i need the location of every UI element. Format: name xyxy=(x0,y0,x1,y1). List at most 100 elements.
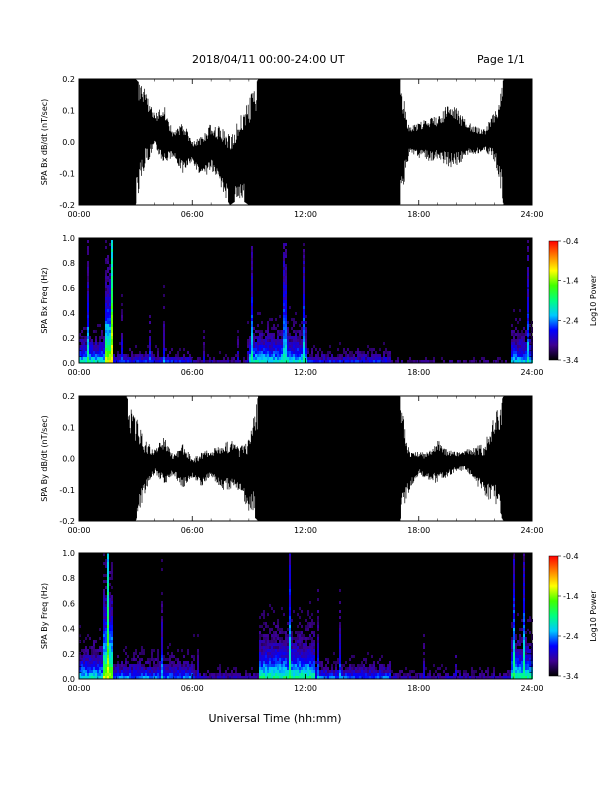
spectrogram-cell xyxy=(485,676,487,679)
spectrogram-cell xyxy=(365,667,367,670)
spectrogram-cell xyxy=(411,670,413,673)
spectrogram-cell xyxy=(337,348,339,351)
spectrogram-cell xyxy=(389,670,391,673)
spectrogram-cell xyxy=(175,357,177,360)
spectrogram-cell xyxy=(433,676,435,679)
spectrogram-cell xyxy=(123,357,125,360)
spectrogram-cell xyxy=(279,357,281,360)
spectrogram-cell xyxy=(279,330,281,333)
spectrogram-cell xyxy=(389,360,391,363)
spectrogram-cell xyxy=(281,607,283,610)
spectrogram-cell xyxy=(191,661,193,664)
spectrogram-cell xyxy=(313,360,315,363)
spectrogram-cell xyxy=(79,351,81,354)
spectrogram-cell xyxy=(273,643,275,646)
spectrogram-cell xyxy=(271,342,273,345)
spectrogram-cell xyxy=(491,676,493,679)
spectrogram-cell xyxy=(127,357,129,360)
spectrogram-cell xyxy=(289,595,291,598)
spectrogram-cell xyxy=(251,333,253,336)
spectrogram-cell xyxy=(109,652,111,655)
colorbar-tick-label: -2.4 xyxy=(563,316,579,325)
spectrogram-cell xyxy=(287,333,289,336)
spectrogram-cell xyxy=(183,667,185,670)
spectrogram-cell xyxy=(133,360,135,363)
spectrogram-cell xyxy=(357,351,359,354)
spectrogram-cell xyxy=(261,667,263,670)
spectrogram-cell xyxy=(409,676,411,679)
spectrogram-cell xyxy=(257,345,259,348)
spectrogram-cell xyxy=(319,661,321,664)
spectrogram-cell xyxy=(351,360,353,363)
spectrogram-cell xyxy=(247,357,249,360)
spectrogram-cell xyxy=(93,655,95,658)
spectrogram-cell xyxy=(515,670,517,673)
spectrogram-cell xyxy=(289,553,291,556)
spectrogram-cell xyxy=(527,360,529,363)
spectrogram-cell xyxy=(205,360,207,363)
spectrogram-cell xyxy=(105,643,107,646)
spectrogram-cell xyxy=(291,354,293,357)
spectrogram-cell xyxy=(107,655,109,658)
spectrogram-cell xyxy=(391,670,393,673)
spectrogram-cell xyxy=(291,655,293,658)
spectrogram-cell xyxy=(129,667,131,670)
x-tick-label: 24:00 xyxy=(520,526,543,535)
spectrogram-cell xyxy=(513,553,515,556)
spectrogram-cell xyxy=(247,673,249,676)
spectrogram-cell xyxy=(163,294,165,297)
spectrogram-cell xyxy=(87,357,89,360)
spectrogram-cell xyxy=(337,661,339,664)
spectrogram-cell xyxy=(523,670,525,673)
spectrogram-cell xyxy=(389,664,391,667)
spectrogram-cell xyxy=(159,667,161,670)
spectrogram-cell xyxy=(267,664,269,667)
spectrogram-cell xyxy=(259,345,261,348)
spectrogram-cell xyxy=(293,330,295,333)
spectrogram-cell xyxy=(507,673,509,676)
spectrogram-cell xyxy=(103,348,105,351)
spectrogram-cell xyxy=(313,670,315,673)
spectrogram-cell xyxy=(281,357,283,360)
spectrogram-cell xyxy=(175,670,177,673)
spectrogram-cell xyxy=(327,357,329,360)
spectrogram-cell xyxy=(275,637,277,640)
spectrogram-cell xyxy=(479,676,481,679)
spectrogram-cell xyxy=(423,643,425,646)
spectrogram-cell xyxy=(515,354,517,357)
spectrogram-cell xyxy=(319,357,321,360)
spectrogram-cell xyxy=(273,661,275,664)
spectrogram-cell xyxy=(147,676,149,679)
spectrogram-cell xyxy=(109,643,111,646)
spectrogram-cell xyxy=(257,342,259,345)
spectrogram-cell xyxy=(147,670,149,673)
spectrogram-cell xyxy=(517,357,519,360)
spectrogram-cell xyxy=(95,667,97,670)
spectrogram-cell xyxy=(523,360,525,363)
spectrogram-cell xyxy=(105,270,107,273)
spectrogram-cell xyxy=(267,652,269,655)
spectrogram-cell xyxy=(259,360,261,363)
spectrogram-cell xyxy=(105,670,107,673)
spectrogram-cell xyxy=(245,670,247,673)
spectrogram-cell xyxy=(529,357,531,360)
spectrogram-cell xyxy=(285,637,287,640)
spectrogram-cell xyxy=(423,670,425,673)
spectrogram-cell xyxy=(281,342,283,345)
spectrogram-cell xyxy=(109,655,111,658)
spectrogram-cell xyxy=(525,360,527,363)
spectrogram-cell xyxy=(513,571,515,574)
spectrogram-cell xyxy=(269,664,271,667)
spectrogram-cell xyxy=(81,345,83,348)
spectrogram-cell xyxy=(79,676,81,679)
spectrogram-cell xyxy=(265,360,267,363)
spectrogram-cell xyxy=(79,667,81,670)
spectrogram-cell xyxy=(253,351,255,354)
spectrogram-cell xyxy=(133,664,135,667)
spectrogram-cell xyxy=(377,661,379,664)
spectrogram-cell xyxy=(299,345,301,348)
spectrogram-cell xyxy=(521,652,523,655)
spectrogram-cell xyxy=(297,646,299,649)
spectrogram-cell xyxy=(305,643,307,646)
spectrogram-cell xyxy=(111,622,113,625)
